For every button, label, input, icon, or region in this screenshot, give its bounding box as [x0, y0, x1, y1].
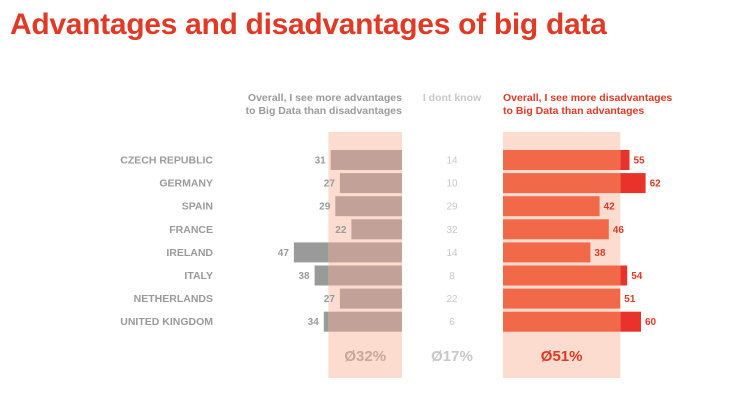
advantages-bar-overflow: [314, 265, 329, 286]
advantages-value-label: 31: [315, 156, 327, 167]
category-label: GERMANY: [159, 178, 213, 190]
disadvantages-bar: [503, 311, 621, 332]
advantages-value-label: 22: [335, 225, 347, 236]
dontknow-value-label: 6: [449, 317, 455, 328]
disadvantages-bar-overflow: [620, 265, 628, 286]
advantages-average: Ø32%: [344, 348, 386, 365]
disadvantages-bar: [503, 265, 621, 286]
disadvantages-bar: [503, 219, 609, 240]
advantages-value-label: 47: [278, 248, 290, 259]
chart-title: Advantages and disadvantages of big data: [10, 8, 607, 41]
disadvantages-bar: [503, 196, 600, 217]
advantages-value-label: 34: [308, 317, 320, 328]
disadvantages-header-line: Overall, I see more disadvantages: [503, 92, 672, 104]
advantages-header-line: Overall, I see more advantages: [248, 92, 402, 104]
advantages-bar: [330, 150, 402, 170]
disadvantages-bar-overflow: [620, 173, 646, 194]
advantages-bar: [339, 173, 402, 194]
category-label: FRANCE: [169, 224, 213, 236]
category-label: SPAIN: [182, 201, 213, 213]
dontknow-value-label: 14: [446, 156, 458, 167]
dontknow-average: Ø17%: [431, 348, 473, 365]
disadvantages-bar: [503, 242, 591, 263]
advantages-bar-overflow: [293, 242, 329, 263]
category-label: ITALY: [184, 270, 213, 282]
advantages-bar: [328, 242, 402, 263]
dontknow-value-label: 29: [446, 202, 458, 213]
disadvantages-bar-overflow: [620, 150, 630, 170]
disadvantages-value-label: 60: [645, 317, 657, 328]
disadvantages-bar: [503, 173, 621, 194]
disadvantages-value-label: 54: [631, 271, 643, 282]
disadvantages-average: Ø51%: [541, 348, 583, 365]
disadvantages-bar: [503, 150, 621, 170]
category-label: NETHERLANDS: [134, 293, 213, 305]
disadvantages-value-label: 62: [650, 179, 662, 190]
advantages-bar-overflow: [323, 311, 329, 332]
disadvantages-value-label: 51: [624, 294, 636, 305]
advantages-value-label: 38: [298, 271, 310, 282]
disadvantages-value-label: 46: [613, 225, 625, 236]
advantages-value-label: 27: [324, 294, 336, 305]
dontknow-value-label: 8: [449, 271, 455, 282]
dontknow-value-label: 22: [446, 294, 458, 305]
advantages-bar: [328, 265, 402, 286]
advantages-bar: [339, 288, 402, 309]
dontknow-value-label: 10: [446, 179, 458, 190]
advantages-bar: [351, 219, 402, 240]
disadvantages-bar: [503, 288, 621, 309]
disadvantages-value-label: 38: [594, 248, 606, 259]
advantages-bar: [335, 196, 402, 217]
dontknow-header-line: I dont know: [423, 92, 482, 104]
disadvantages-header-line: to Big Data than advantages: [503, 105, 644, 117]
advantages-value-label: 29: [319, 202, 331, 213]
category-label: CZECH REPUBLIC: [120, 155, 213, 167]
advantages-header-line: to Big Data than disadvantages: [246, 105, 403, 117]
disadvantages-bar-overflow: [620, 311, 641, 332]
disadvantages-value-label: 42: [604, 202, 616, 213]
disadvantages-value-label: 55: [634, 156, 646, 167]
category-label: UNITED KINGDOM: [120, 316, 213, 328]
dontknow-value-label: 14: [446, 248, 458, 259]
dontknow-value-label: 32: [446, 225, 458, 236]
advantages-bar: [328, 311, 402, 332]
advantages-value-label: 27: [324, 179, 336, 190]
category-label: IRELAND: [166, 247, 213, 259]
